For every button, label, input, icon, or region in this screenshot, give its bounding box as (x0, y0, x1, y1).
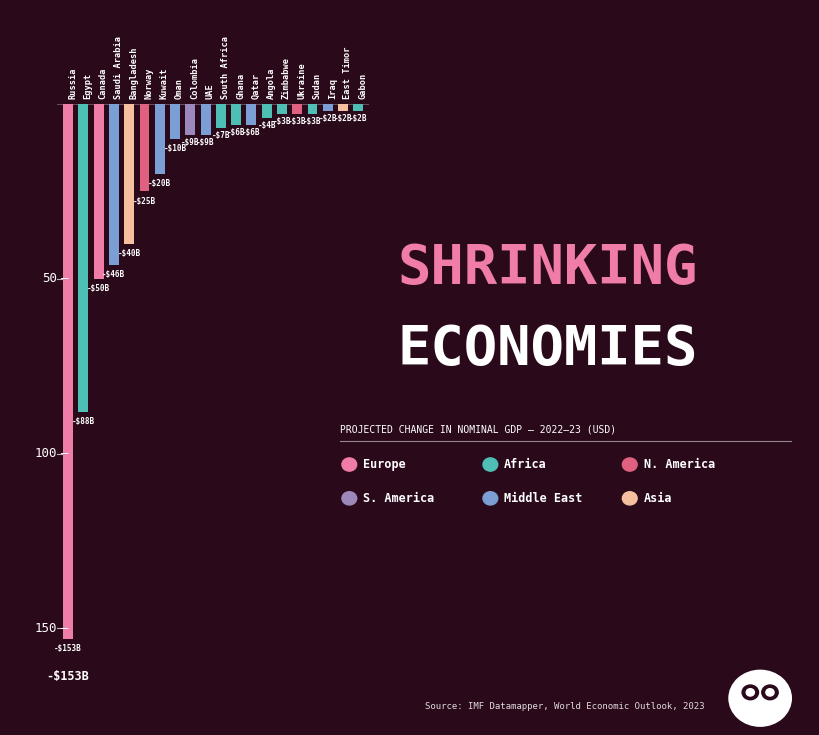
Text: -$9B: -$9B (196, 138, 215, 147)
Bar (201, 104, 210, 135)
Text: SHRINKING: SHRINKING (397, 242, 697, 295)
Text: -$40B: -$40B (117, 249, 141, 258)
Bar (323, 104, 333, 111)
Text: —: — (61, 272, 69, 285)
Text: Norway: Norway (144, 67, 153, 98)
Bar (155, 104, 165, 173)
Bar (185, 104, 195, 135)
Text: -$46B: -$46B (102, 270, 125, 279)
Bar (277, 104, 287, 115)
Bar (261, 104, 271, 118)
Bar (337, 104, 347, 111)
Bar (231, 104, 241, 125)
Text: S. America: S. America (363, 492, 434, 505)
Text: -$2B: -$2B (318, 114, 337, 123)
Text: Sudan: Sudan (312, 73, 321, 98)
Text: Europe: Europe (363, 458, 405, 471)
Bar (247, 104, 256, 125)
Text: Gabon: Gabon (358, 73, 367, 98)
Text: Zimbabwe: Zimbabwe (282, 57, 291, 98)
Text: Bangladesh: Bangladesh (129, 46, 138, 98)
Text: Angola: Angola (266, 67, 275, 98)
Bar (292, 104, 302, 115)
Text: Canada: Canada (98, 67, 107, 98)
Text: Egypt: Egypt (84, 73, 93, 98)
Text: -$153B: -$153B (47, 670, 89, 684)
Text: -$50B: -$50B (87, 284, 110, 293)
Text: -$2B: -$2B (349, 114, 367, 123)
Text: 50: 50 (42, 272, 57, 285)
Text: Colombia: Colombia (190, 57, 199, 98)
Text: -$2B: -$2B (333, 114, 352, 123)
Text: —: — (61, 447, 69, 460)
Text: -$25B: -$25B (133, 196, 156, 206)
Text: UAE: UAE (206, 83, 215, 98)
Text: Asia: Asia (643, 492, 672, 505)
Text: -$6B: -$6B (227, 128, 245, 137)
Text: -$3B: -$3B (303, 117, 321, 126)
Text: PROJECTED CHANGE IN NOMINAL GDP – 2022–23 (USD): PROJECTED CHANGE IN NOMINAL GDP – 2022–2… (340, 425, 616, 435)
Bar (109, 104, 119, 265)
Text: -$3B: -$3B (287, 117, 306, 126)
Text: Saudi Arabia: Saudi Arabia (114, 36, 123, 98)
Text: Oman: Oman (174, 78, 183, 98)
Bar (139, 104, 149, 191)
Bar (307, 104, 317, 115)
Text: 150: 150 (34, 622, 57, 635)
Bar (170, 104, 179, 139)
Bar (353, 104, 363, 111)
Text: Ukraine: Ukraine (296, 62, 305, 98)
Bar (215, 104, 225, 129)
Text: -$20B: -$20B (148, 179, 171, 188)
Bar (63, 104, 73, 639)
Text: -$6B: -$6B (242, 128, 260, 137)
Bar (93, 104, 103, 279)
Text: N. America: N. America (643, 458, 714, 471)
Text: -$3B: -$3B (273, 117, 291, 126)
Text: 100: 100 (34, 447, 57, 460)
Text: -$9B: -$9B (181, 138, 199, 147)
Text: -$7B: -$7B (211, 131, 230, 140)
Text: Africa: Africa (504, 458, 546, 471)
Text: East Timor: East Timor (342, 46, 351, 98)
Text: -$4B: -$4B (257, 121, 275, 129)
Text: South Africa: South Africa (220, 36, 229, 98)
Bar (124, 104, 134, 244)
Text: Ghana: Ghana (236, 73, 245, 98)
Text: —: — (61, 622, 69, 635)
Text: Russia: Russia (68, 67, 77, 98)
Text: Source: IMF Datamapper, World Economic Outlook, 2023: Source: IMF Datamapper, World Economic O… (424, 703, 704, 711)
Text: -$88B: -$88B (72, 417, 95, 426)
Text: -$10B: -$10B (163, 144, 187, 153)
Bar (79, 104, 88, 412)
Text: ECONOMIES: ECONOMIES (397, 323, 697, 376)
Text: Qatar: Qatar (251, 73, 260, 98)
Text: Kuwait: Kuwait (160, 67, 169, 98)
Text: Middle East: Middle East (504, 492, 582, 505)
Text: Iraq: Iraq (328, 78, 337, 98)
Text: -$153B: -$153B (54, 644, 82, 653)
